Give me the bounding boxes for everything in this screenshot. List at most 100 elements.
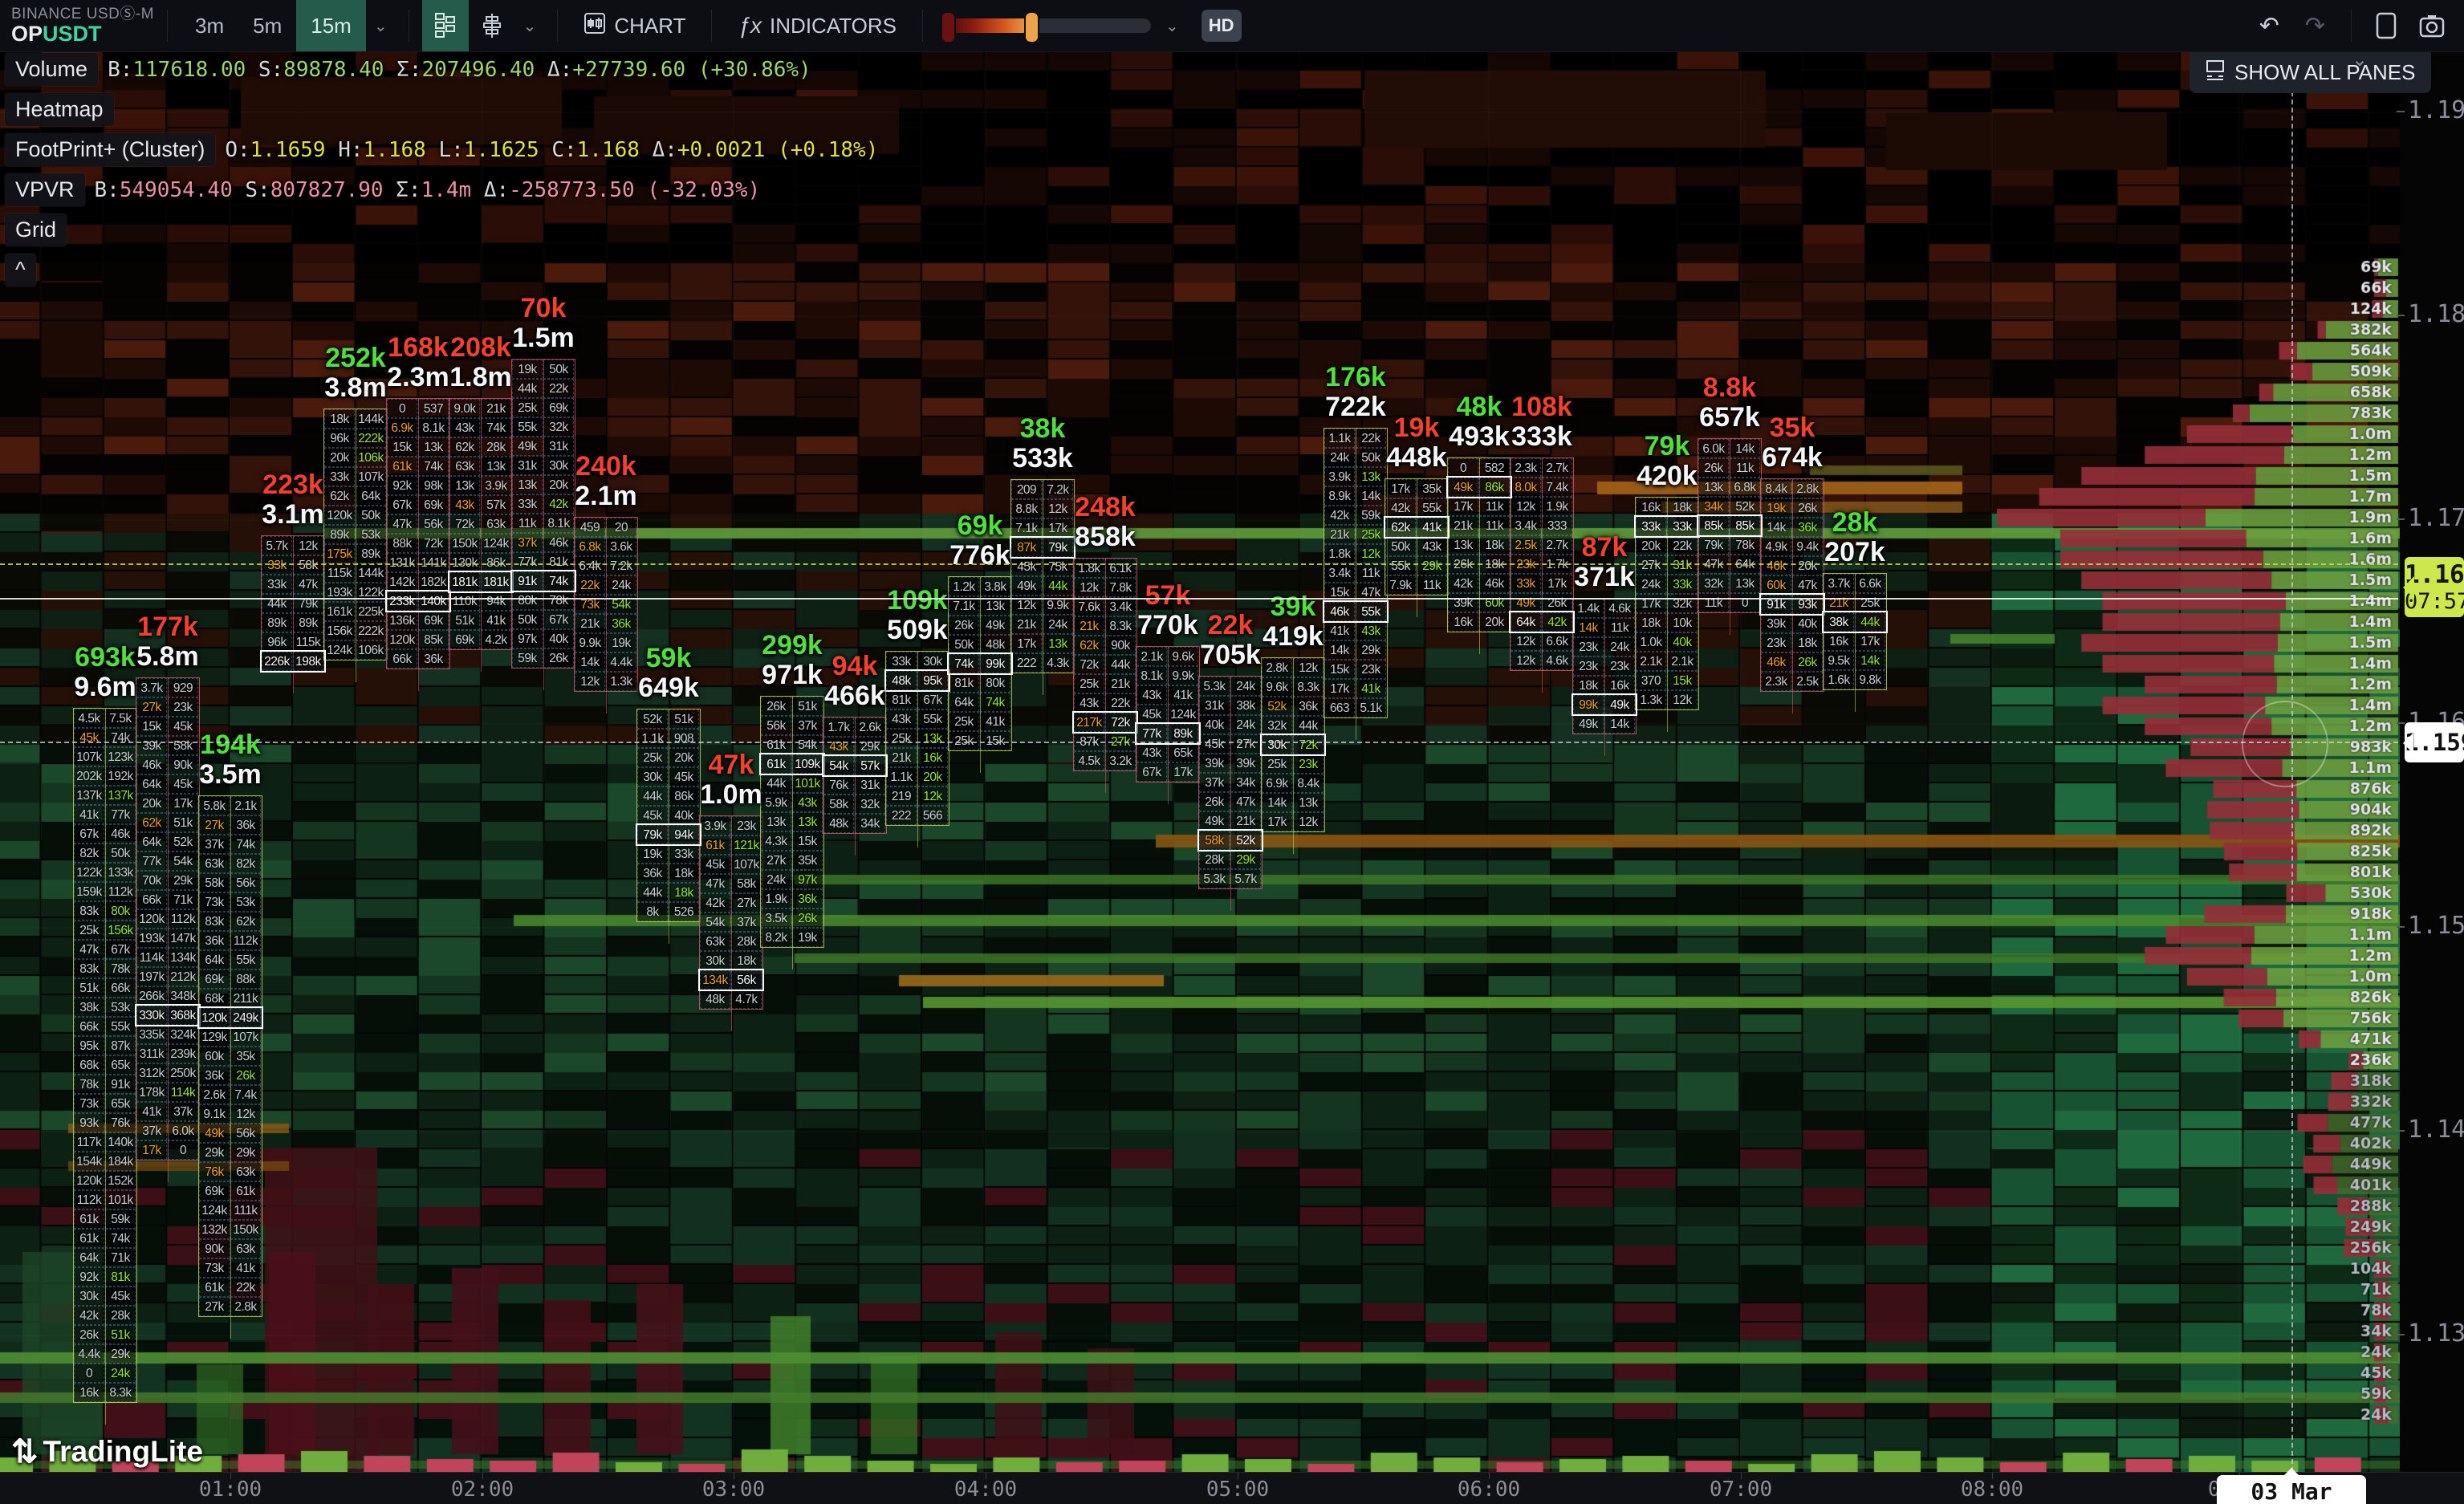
footprint-sell-cell: 23k: [1573, 656, 1604, 676]
indicator-pill-vpvr[interactable]: VPVR: [5, 173, 85, 206]
footprint-buy-cell: 72k: [1105, 713, 1136, 732]
timeframe-15m-button[interactable]: 15m: [296, 0, 366, 51]
redo-button[interactable]: ↷: [2304, 12, 2325, 39]
time-axis[interactable]: 01:00 02:00 03:00 04:00 05:00 06:00 07:00 08:00…: [0, 1472, 2464, 1504]
footprint-rows: 1.8k 6.1k 12k 7.8k 7.6k 3.4k 21k 8.3k 62k 90k 72k 4…: [1072, 558, 1138, 793]
symbol-info[interactable]: BINANCE USDⓈ-M OPUSDT: [11, 6, 154, 45]
indicator-pill-heatmap[interactable]: Heatmap: [5, 93, 114, 126]
poc-line: [481, 399, 482, 672]
footprint-buy-cell: 13k: [1293, 793, 1323, 812]
footprint-row: 8.0k 7.4k: [1511, 478, 1573, 497]
cluster-delta-volume-label: 38k 533k: [1012, 413, 1073, 474]
footprint-buy-cell: 86k: [481, 553, 511, 572]
footprint-buy-cell: 31k: [855, 775, 885, 795]
footprint-buy-cell: 211k: [230, 989, 261, 1008]
footprint-buy-cell: 0: [168, 1140, 198, 1160]
indicators-button[interactable]: ƒx INDICATORS: [738, 13, 897, 38]
footprint-row: 21k 24k: [1011, 615, 1074, 634]
footprint-buy-cell: 18k: [1667, 498, 1698, 517]
footprint-sell-cell: 77k: [136, 852, 167, 871]
footprint-buy-cell: 40k: [669, 806, 699, 825]
show-all-panes-button[interactable]: SHOW ALL PANES: [2190, 51, 2432, 93]
collapse-pane-chevron-icon[interactable]: ⌄: [2352, 49, 2368, 71]
chart-type-dropdown-chevron-icon[interactable]: ⌄: [522, 17, 537, 35]
footprint-row: 4.5k 7.5k: [74, 709, 136, 728]
footprint-row: 69k 61k: [199, 1181, 262, 1201]
footprint-row: 74k 99k: [947, 652, 1013, 675]
footprint-buy-cell: 76k: [105, 1113, 136, 1132]
footprint-buy-cell: 22k: [1105, 693, 1136, 713]
panel-layout-icon[interactable]: [2364, 0, 2408, 51]
footprint-buy-cell: 47k: [1792, 575, 1823, 595]
heatmap-intensity-slider[interactable]: [941, 11, 1151, 43]
footprint-sell-cell: 209: [1011, 480, 1042, 499]
footprint-buy-cell: 31k: [1667, 555, 1698, 575]
footprint-row: 41k 37k: [136, 1102, 199, 1121]
footprint-buy-cell: 106k: [356, 640, 386, 660]
footprint-row: 36k 26k: [199, 1066, 262, 1085]
timeframe-dropdown-chevron-icon[interactable]: ⌄: [373, 17, 388, 35]
footprint-row: 3.4k 11k: [1324, 563, 1387, 583]
timeframe-3m-button[interactable]: 3m: [195, 13, 225, 38]
footprint-sell-cell: 154k: [74, 1152, 104, 1171]
footprint-chart-type-icon[interactable]: [421, 0, 469, 51]
footprint-buy-cell: 24k: [606, 575, 636, 595]
indicator-pill-footprint-cluster-[interactable]: FootPrint+ (Cluster): [5, 133, 216, 166]
footprint-buy-cell: 33k: [669, 844, 699, 864]
footprint-buy-cell: 368k: [168, 1006, 198, 1025]
footprint-sell-cell: 2.1k: [1636, 652, 1666, 671]
footprint-row: 34k 52k: [1698, 497, 1761, 516]
footprint-row: 7.6k 3.4k: [1074, 597, 1136, 616]
timeframe-5m-button[interactable]: 5m: [253, 13, 283, 38]
footprint-sell-cell: 39k: [1761, 614, 1791, 633]
footprint-row: 48k 4.7k: [700, 990, 762, 1009]
footprint-rows: 19k 50k 44k 22k 25k 69k 55k 32k 49k 31k 31k 30k 13k 2…: [510, 359, 576, 690]
footprint-row: 62k 28k: [449, 437, 512, 457]
screenshot-camera-icon[interactable]: [2408, 0, 2456, 51]
footprint-sell-cell: 4.5k: [74, 709, 104, 728]
poc-line: [105, 709, 106, 1425]
price-axis[interactable]: 1.191.181.171.161.151.141.13: [2396, 51, 2464, 1472]
cluster-delta-volume-label: 87k 371k: [1574, 532, 1635, 592]
slider-dropdown-chevron-icon[interactable]: ⌄: [1165, 17, 1179, 35]
footprint-buy-cell: 52k: [1730, 497, 1760, 516]
chart-button[interactable]: CHART: [571, 0, 698, 51]
exchange-label: BINANCE USDⓈ-M: [11, 6, 155, 22]
footprint-row: 222 4.3k: [1011, 653, 1074, 673]
footprint-buy-cell: 26k: [792, 908, 823, 928]
footprint-buy-cell: 33k: [1667, 575, 1698, 594]
footprint-sell-cell: 61k: [199, 1278, 230, 1297]
footprint-sell-cell: 79k: [637, 825, 668, 844]
poc-line: [1855, 574, 1856, 712]
undo-button[interactable]: ↶: [2259, 12, 2279, 39]
footprint-sell-cell: 6.0k: [1698, 439, 1729, 458]
footprint-row: 1.8k 6.1k: [1074, 559, 1136, 578]
footprint-buy-cell: 89k: [293, 613, 323, 632]
slider-handle-min[interactable]: [941, 11, 956, 43]
footprint-row: 73k 65k: [74, 1094, 136, 1113]
footprint-row: 226k 198k: [260, 650, 326, 673]
footprint-sell-cell: 2.3k: [1511, 458, 1541, 478]
indicator-pill--[interactable]: ^: [5, 254, 36, 287]
hd-quality-badge[interactable]: HD: [1201, 10, 1242, 42]
slider-handle-max[interactable]: [1024, 11, 1039, 43]
footprint-row: 2.3k 2.7k: [1511, 458, 1573, 478]
footprint-buy-cell: 3.2k: [1105, 751, 1136, 770]
footprint-row: 8k 526: [637, 902, 700, 921]
footprint-sell-cell: 159k: [74, 882, 104, 901]
footprint-sell-cell: 51k: [74, 978, 104, 998]
footprint-sell-cell: 96k: [324, 429, 355, 448]
footprint-buy-cell: 43k: [1417, 537, 1447, 556]
footprint-row: 51k 41k: [449, 611, 512, 630]
indicator-pill-grid[interactable]: Grid: [5, 213, 67, 246]
footprint-sell-cell: 663: [1324, 698, 1355, 717]
footprint-row: 154k 184k: [74, 1152, 136, 1171]
chart-icon: [583, 12, 606, 40]
footprint-rows: 5.8k 2.1k 27k 36k 37k 74k 63k 82k 58k 56k 73k 53k 83…: [197, 795, 263, 1339]
footprint-buy-cell: 101k: [105, 1190, 136, 1209]
heatmap-chart-type-icon[interactable]: [469, 0, 515, 51]
footprint-buy-cell: 107k: [230, 1027, 261, 1047]
indicator-pill-volume[interactable]: Volume: [5, 53, 99, 86]
footprint-sell-cell: 30k: [1262, 735, 1292, 754]
footprint-row: 66k 55k: [74, 1017, 136, 1036]
